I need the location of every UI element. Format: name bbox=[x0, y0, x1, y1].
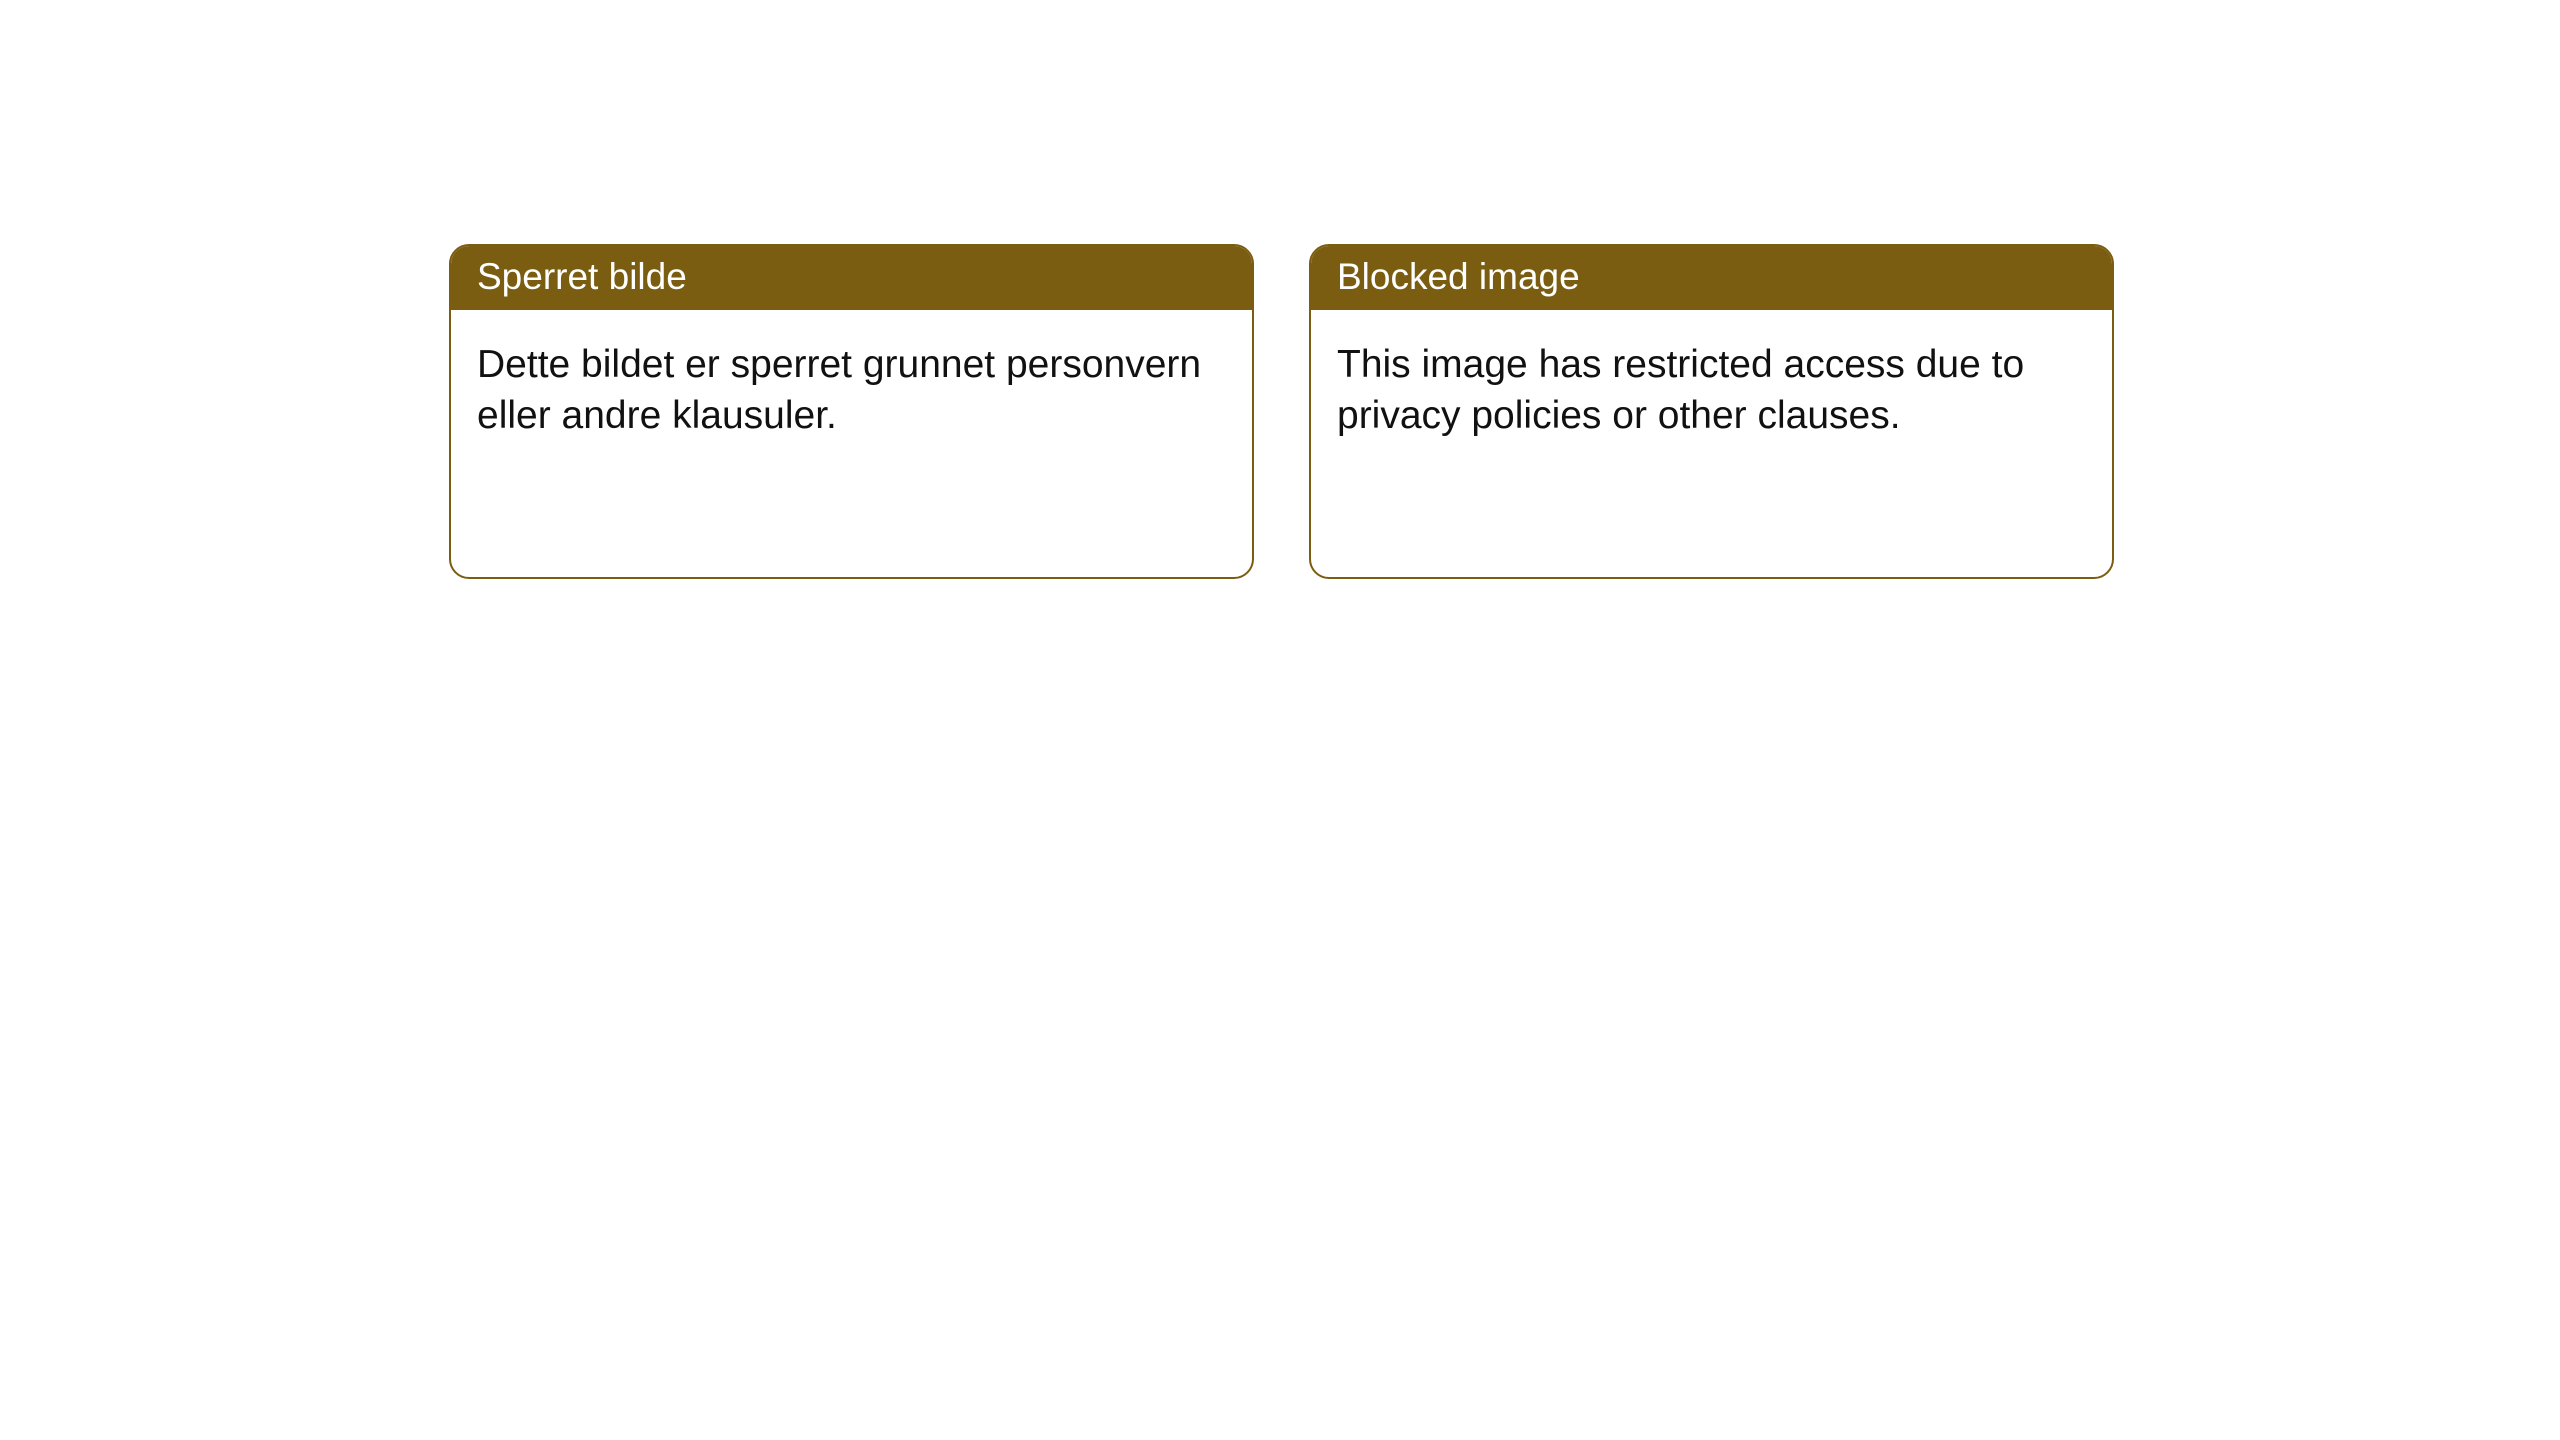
notice-title-english: Blocked image bbox=[1311, 246, 2112, 310]
notice-body-norwegian: Dette bildet er sperret grunnet personve… bbox=[451, 310, 1252, 471]
notice-card-norwegian: Sperret bilde Dette bildet er sperret gr… bbox=[449, 244, 1254, 579]
notice-card-english: Blocked image This image has restricted … bbox=[1309, 244, 2114, 579]
notice-title-norwegian: Sperret bilde bbox=[451, 246, 1252, 310]
notice-container: Sperret bilde Dette bildet er sperret gr… bbox=[449, 244, 2114, 579]
notice-body-english: This image has restricted access due to … bbox=[1311, 310, 2112, 471]
